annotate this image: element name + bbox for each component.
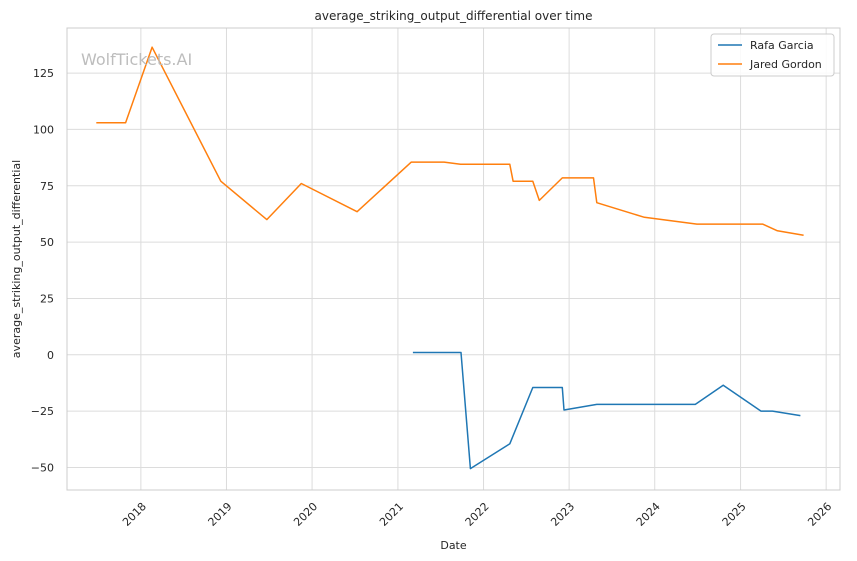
y-tick-label: 50 bbox=[40, 236, 54, 249]
x-tick-label: 2018 bbox=[120, 500, 149, 529]
legend-label-rafa-garcia: Rafa Garcia bbox=[750, 39, 814, 52]
y-tick-label: 0 bbox=[47, 349, 54, 362]
x-tick-label: 2020 bbox=[291, 500, 320, 529]
x-tick-label: 2024 bbox=[634, 500, 663, 529]
y-axis-label: average_striking_output_differential bbox=[10, 160, 23, 358]
y-tick-label: −25 bbox=[31, 405, 54, 418]
chart-title: average_striking_output_differential ove… bbox=[315, 9, 593, 23]
y-tick-label: −50 bbox=[31, 461, 54, 474]
x-tick-label: 2019 bbox=[206, 500, 235, 529]
plot-area-frame bbox=[66, 27, 841, 491]
watermark: WolfTickets.AI bbox=[81, 50, 192, 69]
x-tick-label: 2026 bbox=[805, 500, 834, 529]
x-axis-label: Date bbox=[440, 539, 467, 552]
legend-label-jared-gordon: Jared Gordon bbox=[749, 58, 822, 71]
x-tick-label: 2023 bbox=[548, 500, 577, 529]
y-tick-label: 125 bbox=[33, 67, 54, 80]
x-tick-label: 2025 bbox=[720, 500, 749, 529]
series-layer bbox=[96, 46, 804, 470]
legend: Rafa Garcia Jared Gordon bbox=[710, 33, 835, 77]
y-tick-label: 75 bbox=[40, 180, 54, 193]
y-tick-label: 100 bbox=[33, 123, 54, 136]
grid bbox=[67, 28, 840, 490]
series-line-jared-gordon bbox=[96, 46, 804, 237]
series-line-rafa-garcia bbox=[412, 351, 801, 470]
x-tick-label: 2022 bbox=[463, 500, 492, 529]
y-tick-label: 25 bbox=[40, 292, 54, 305]
x-tick-label: 2021 bbox=[377, 500, 406, 529]
